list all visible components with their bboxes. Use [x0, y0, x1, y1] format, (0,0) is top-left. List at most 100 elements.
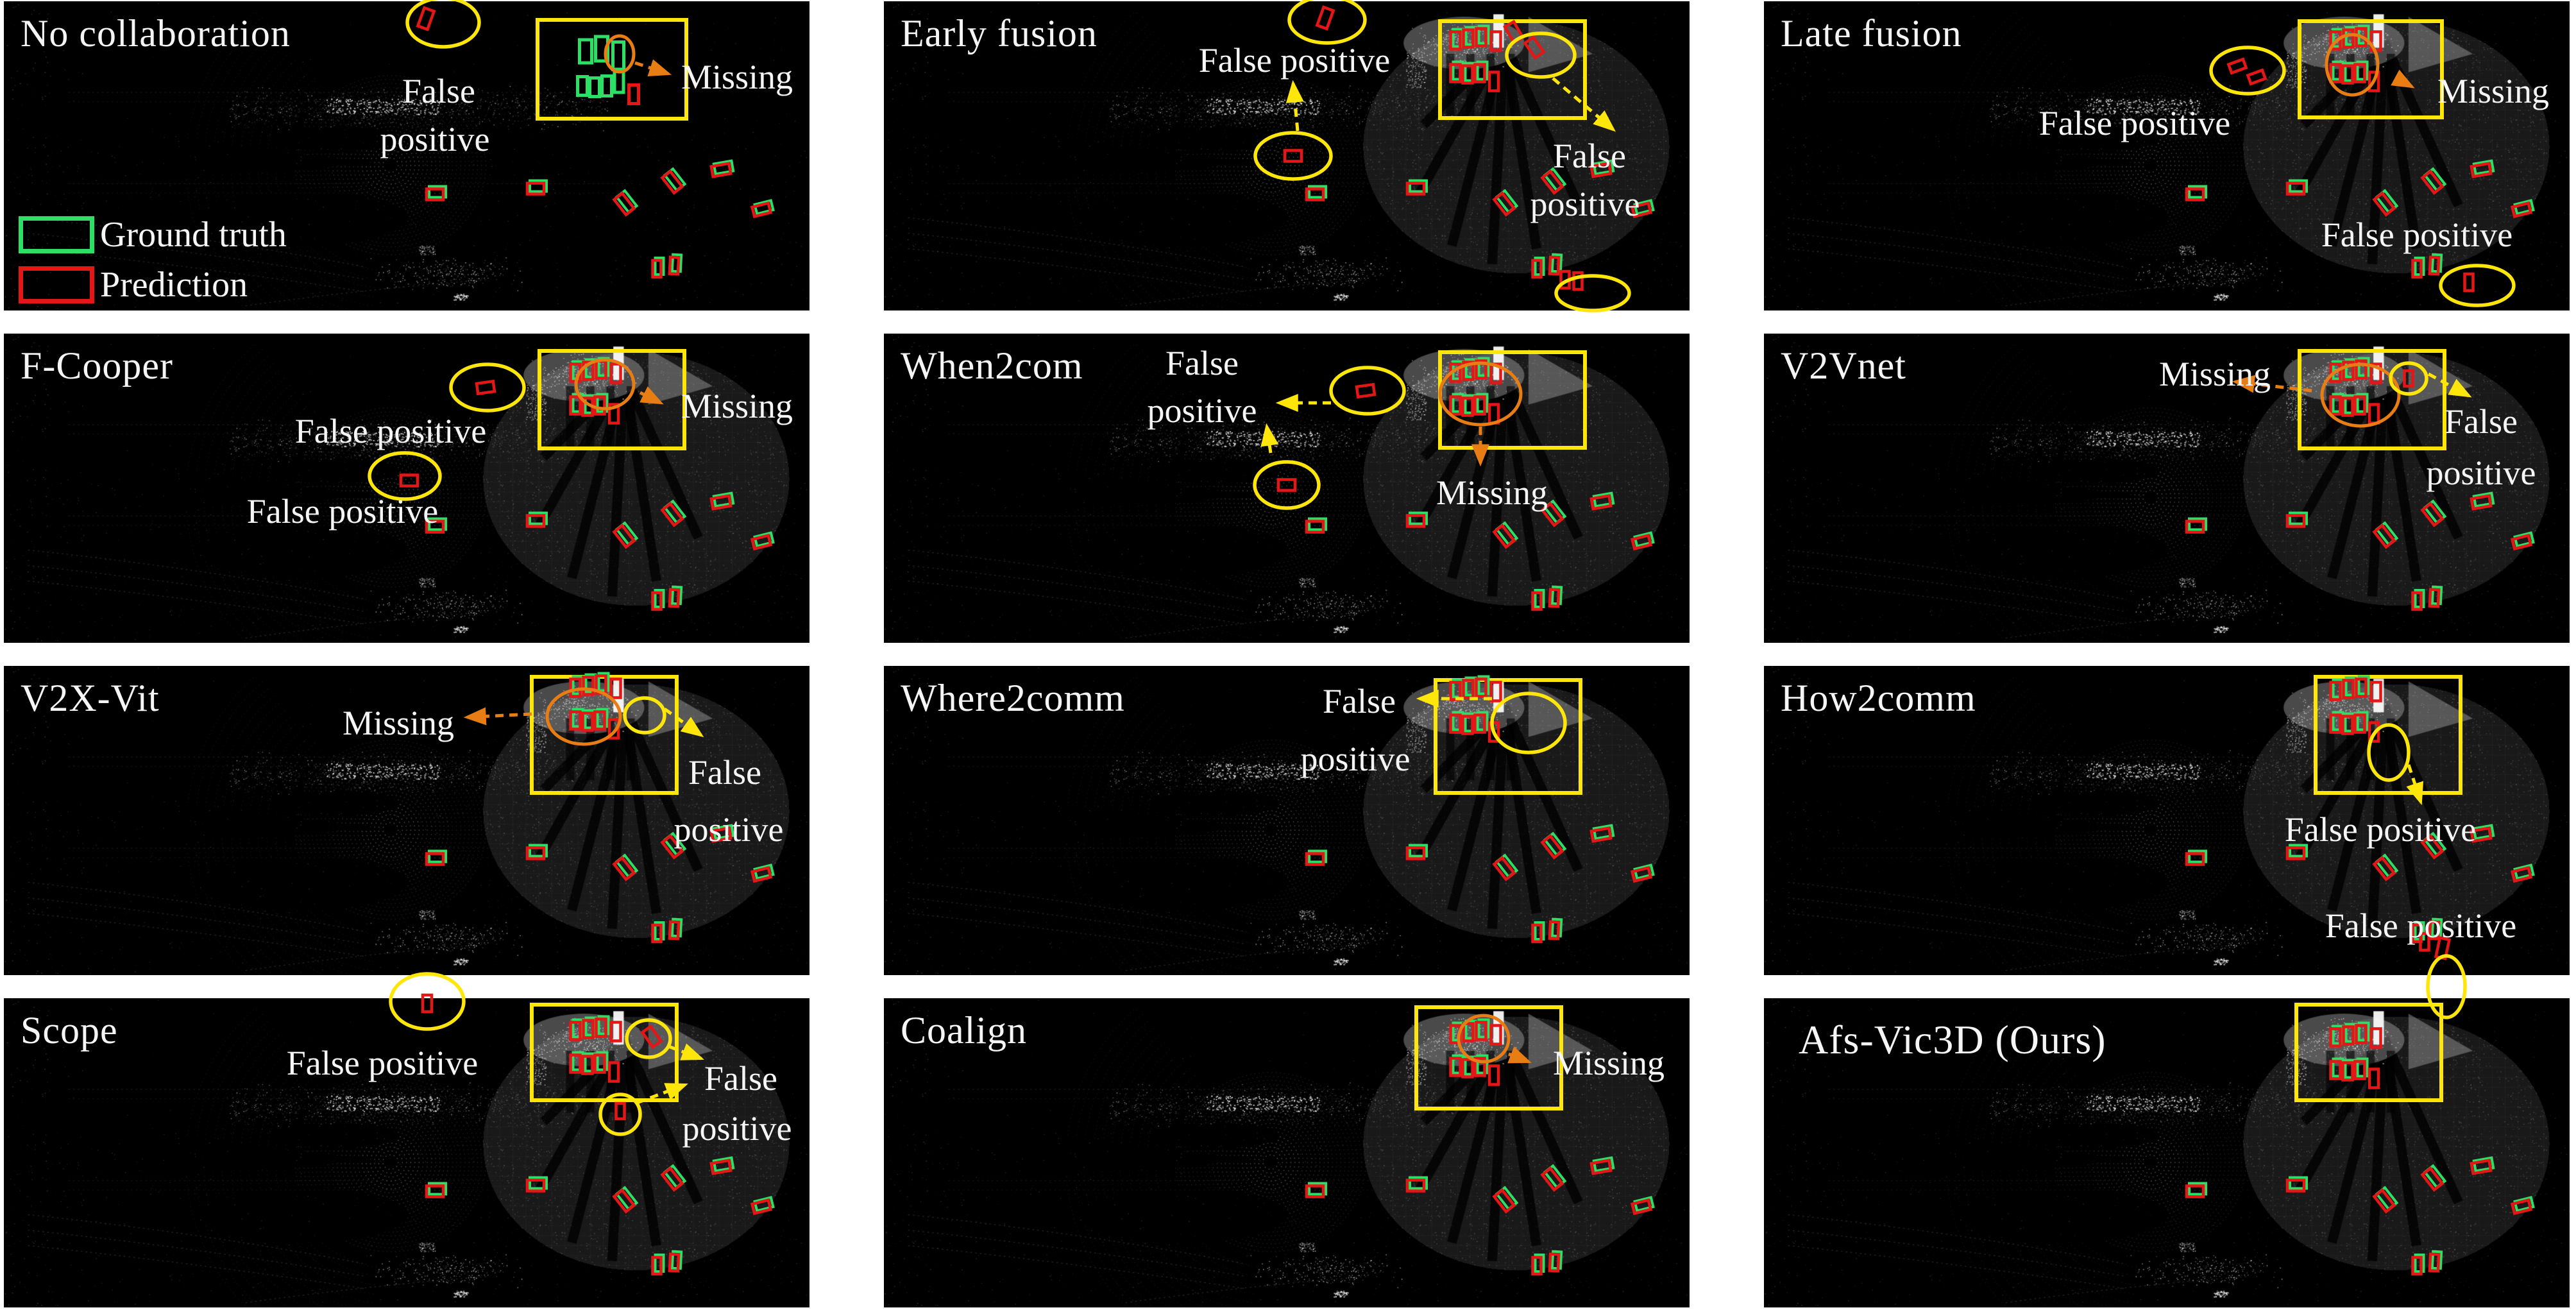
- annotation-label: False positive: [2325, 906, 2517, 945]
- annotation-label: False: [1553, 137, 1626, 175]
- callout-ellipse: [623, 696, 666, 735]
- annotation-label: Missing: [1552, 1044, 1665, 1082]
- pointcloud-canvas: [884, 666, 1690, 975]
- pointcloud-canvas: [884, 998, 1690, 1307]
- callout-ellipse: [2325, 33, 2380, 97]
- callout-arrow: [636, 1083, 688, 1105]
- annotation-label: positive: [682, 1109, 792, 1148]
- panel-coalign: Coalign Missing: [884, 998, 1690, 1307]
- panel-title: Scope: [21, 1009, 118, 1051]
- callout-arrow: [1260, 423, 1279, 454]
- annotation-label: False positive: [286, 1044, 479, 1082]
- callout-ellipse: [368, 451, 442, 501]
- callout-ellipse: [1287, 0, 1367, 45]
- callout-ellipse: [2389, 361, 2428, 396]
- callout-ellipse: [1329, 366, 1406, 416]
- panel-title: V2X-Vit: [21, 677, 160, 719]
- callout-arrow: [2406, 764, 2424, 805]
- callout-ellipse: [2426, 954, 2467, 1019]
- panel-title: Late fusion: [1781, 12, 1962, 55]
- callout-ellipse: [625, 1018, 672, 1059]
- annotation-label: False: [1165, 344, 1239, 382]
- callout-arrow: [2427, 372, 2472, 398]
- annotation-label: False positive: [2038, 104, 2231, 142]
- highlight-rect: [1414, 1005, 1563, 1110]
- callout-ellipse: [1253, 460, 1321, 510]
- callout-ellipse: [2209, 46, 2286, 96]
- legend: Ground truth Prediction: [4, 1, 809, 310]
- annotation-layer: [1253, 0, 1655, 312]
- annotation-layer: [2185, 19, 2535, 307]
- callout-ellipse: [545, 687, 622, 746]
- annotation-label: False: [2445, 402, 2518, 441]
- panel-where2comm: Where2comm False positive: [884, 666, 1690, 975]
- annotation-label: positive: [2426, 454, 2536, 492]
- panel-title: How2comm: [1781, 677, 1976, 719]
- panel-title: V2Vnet: [1781, 345, 1906, 387]
- annotation-layer: [389, 972, 775, 1276]
- legend-label: Prediction: [100, 265, 248, 305]
- pointcloud-canvas: [4, 1, 809, 310]
- callout-ellipse: [2367, 723, 2411, 782]
- callout-ellipse: [1457, 1014, 1511, 1064]
- annotation-label: False positive: [1198, 41, 1391, 80]
- panel-f-cooper: F-Cooper False positive Missing False posi…: [4, 334, 809, 643]
- annotation-label: False: [1323, 682, 1396, 720]
- callout-arrow: [2391, 69, 2415, 89]
- annotation-layer: [1305, 1005, 1655, 1276]
- legend-swatch-pred: [19, 266, 94, 303]
- panel-title: Coalign: [901, 1009, 1027, 1051]
- panel-no-collaboration: No collaboration False positive Missing Gr…: [4, 0, 809, 310]
- annotation-label: Missing: [342, 704, 455, 742]
- legend-label: Ground truth: [100, 215, 287, 255]
- pointcloud-canvas: [1764, 666, 2570, 975]
- pointcloud-canvas: [884, 334, 1690, 643]
- panel-late-fusion: Late fusion False positive Missing False p…: [1764, 1, 2570, 310]
- annotation-label: False: [402, 72, 475, 110]
- annotation-layer: [2185, 349, 2535, 611]
- annotation-label: positive: [380, 120, 490, 158]
- callout-ellipse: [1253, 131, 1333, 181]
- annotation-label: Missing: [2158, 355, 2271, 393]
- annotation-label: False positive: [294, 412, 487, 450]
- highlight-rect: [1434, 678, 1582, 795]
- annotation-layer: [1253, 350, 1655, 611]
- annotation-layer: [2185, 1003, 2535, 1276]
- callout-arrow: [639, 386, 664, 405]
- pointcloud-canvas: [1764, 334, 2570, 643]
- panel-title: F-Cooper: [21, 345, 173, 387]
- callout-arrow: [1507, 1046, 1532, 1064]
- panel-title: When2com: [901, 345, 1083, 387]
- annotation-label: False: [688, 753, 761, 792]
- highlight-rect: [2314, 675, 2462, 795]
- pointcloud-canvas: [1764, 998, 2570, 1307]
- highlight-rect: [536, 18, 688, 121]
- annotation-label: Missing: [681, 387, 793, 425]
- pointcloud-canvas: [884, 1, 1690, 310]
- callout-ellipse: [405, 0, 481, 49]
- callout-ellipse: [1438, 361, 1523, 427]
- annotation-label: Missing: [681, 58, 793, 96]
- callout-ellipse: [598, 1093, 642, 1136]
- callout-ellipse: [574, 358, 636, 411]
- callout-arrow: [663, 707, 704, 738]
- callout-arrow: [668, 1043, 704, 1060]
- pointcloud-canvas: [1764, 1, 2570, 310]
- panel-how2comm: How2comm False positive False positive: [1764, 666, 2570, 1019]
- callout-ellipse: [389, 972, 466, 1031]
- panel-scope: Scope False positive False positive: [4, 972, 809, 1307]
- annotation-layer: [405, 0, 775, 279]
- annotation-label: False: [704, 1059, 777, 1098]
- callout-arrow: [463, 707, 532, 726]
- annotation-label: Missing: [2437, 72, 2550, 110]
- pointcloud-canvas: [4, 334, 809, 643]
- callout-ellipse: [1490, 692, 1567, 754]
- highlight-rect: [2298, 349, 2446, 450]
- callout-ellipse: [449, 362, 526, 413]
- panel-v2vnet: V2Vnet Missing False positive: [1764, 334, 2570, 643]
- annotation-label: False positive: [2284, 810, 2477, 849]
- panel-title: Where2comm: [901, 677, 1125, 719]
- panel-early-fusion: Early fusion False positive False positive: [884, 0, 1690, 312]
- annotation-label: positive: [1530, 185, 1640, 223]
- annotation-layer: [1305, 675, 1655, 944]
